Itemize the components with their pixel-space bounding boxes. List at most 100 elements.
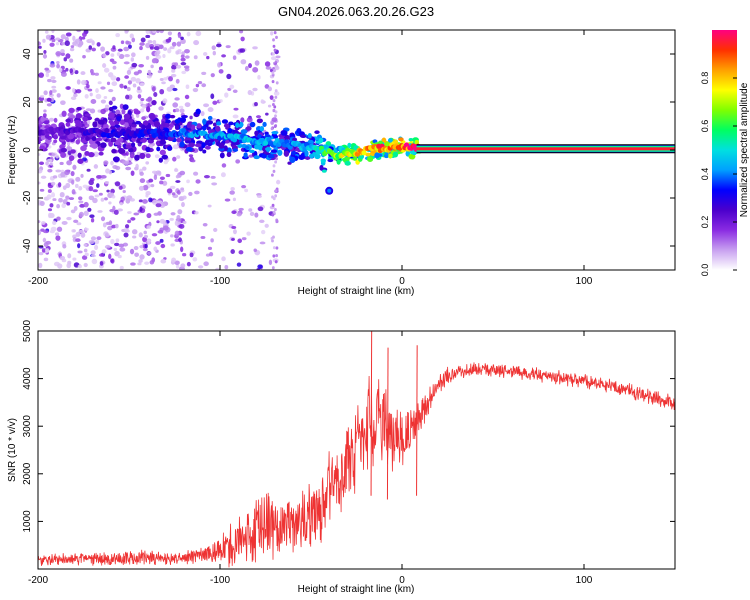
heatmap-noise-cell [89, 68, 94, 74]
heatmap-noise-cell [200, 110, 205, 117]
heatmap-cell [289, 156, 296, 163]
heatmap-noise-cell [114, 250, 120, 257]
heatmap-noise-cell [86, 84, 90, 89]
heatmap-noise-cell [181, 70, 187, 75]
heatmap-cell [76, 106, 82, 111]
heatmap-noise-cell [49, 42, 55, 47]
heatmap-noise-cell [104, 197, 108, 201]
colorbar: 0.0 0.2 0.4 0.6 0.8 Normalized spectral ampl… [700, 30, 750, 276]
heatmap-cell [114, 124, 121, 128]
heatmap-cell [262, 121, 267, 127]
heatmap-noise-cell [74, 70, 79, 75]
heatmap-noise-cell [45, 72, 50, 78]
heatmap-cell [223, 123, 230, 128]
heatmap-noise-cell [272, 99, 276, 103]
heatmap-noise-cell [123, 85, 128, 89]
y-tick-label: 40 [22, 48, 33, 60]
heatmap-noise-cell [83, 201, 89, 208]
heatmap-noise-cell [229, 84, 235, 90]
heatmap-cell [225, 139, 230, 144]
heatmap-cell [134, 154, 140, 161]
heatmap-noise-cell [239, 48, 246, 53]
heatmap-cell [201, 125, 207, 131]
heatmap-cell [304, 156, 311, 160]
heatmap-noise-cell [257, 264, 263, 269]
heatmap-noise-cell [114, 181, 121, 187]
heatmap-noise-cell [83, 210, 89, 217]
heatmap-cell [308, 153, 314, 159]
heatmap-noise-cell [140, 37, 146, 43]
heatmap-noise-cell [139, 171, 144, 176]
heatmap-noise-cell [159, 202, 166, 208]
heatmap-noise-cell [38, 252, 44, 256]
heatmap-noise-cell [184, 94, 190, 100]
heatmap-noise-cell [60, 171, 66, 178]
heatmap-cell [201, 142, 206, 149]
heatmap-noise-cell [270, 56, 277, 61]
heatmap-noise-cell [155, 203, 162, 208]
heatmap-noise-cell [181, 202, 185, 208]
heatmap-band-core [416, 147, 675, 151]
heatmap-noise-cell [126, 41, 132, 45]
heatmap-noise-cell [254, 101, 258, 107]
heatmap-noise-cell [175, 50, 180, 55]
x-tick-label: -100 [210, 575, 230, 586]
snr-x-ticks: -200 -100 0 100 [28, 331, 593, 586]
heatmap-cell [227, 128, 233, 134]
heatmap-noise-cell [259, 241, 266, 245]
heatmap-noise-cell [272, 52, 275, 56]
heatmap-noise-cell [201, 83, 207, 88]
heatmap-noise-cell [272, 254, 276, 258]
heatmap-noise-cell [66, 262, 72, 269]
heatmap-cell [388, 153, 393, 159]
heatmap-noise-cell [56, 93, 61, 98]
heatmap-noise-cell [211, 45, 216, 51]
heatmap-noise-cell [153, 212, 159, 216]
heatmap-ridge-cell [361, 150, 367, 156]
heatmap-noise-cell [160, 259, 167, 264]
heatmap-noise-cell [272, 210, 276, 214]
heatmap-cell [240, 129, 248, 135]
heatmap-noise-cell [118, 53, 125, 60]
heatmap-cell [122, 104, 129, 110]
heatmap-cell [116, 115, 122, 122]
x-tick-label: 0 [399, 276, 405, 287]
heatmap-noise-cell [155, 241, 161, 245]
heatmap-noise-cell [274, 189, 278, 193]
heatmap-cell [146, 106, 151, 113]
heatmap-noise-cell [94, 194, 100, 198]
heatmap-noise-cell [192, 257, 198, 262]
heatmap-noise-cell [48, 117, 55, 122]
heatmap-cell [218, 142, 225, 149]
heatmap-cell [95, 137, 103, 142]
heatmap-noise-cell [142, 166, 147, 171]
heatmap-noise-cell [172, 87, 178, 92]
heatmap-noise-cell [108, 100, 113, 106]
heatmap-noise-cell [132, 83, 137, 88]
heatmap-noise-cell [91, 258, 98, 265]
heatmap-noise-cell [97, 210, 103, 213]
heatmap-noise-cell [273, 91, 280, 96]
heatmap-cell [228, 121, 234, 126]
heatmap-cell [245, 126, 252, 131]
heatmap-noise-cell [175, 108, 180, 113]
heatmap-noise-cell [59, 255, 66, 261]
heatmap-cell [202, 149, 207, 154]
heatmap-noise-cell [180, 263, 186, 268]
heatmap-cell [384, 141, 391, 147]
heatmap-noise-cell [115, 238, 120, 243]
heatmap-noise-cell [130, 262, 136, 266]
heatmap-cell [140, 124, 146, 130]
heatmap-cell [210, 129, 216, 134]
heatmap-ridge-cell [104, 127, 110, 134]
heatmap-cell [100, 142, 107, 149]
heatmap-noise-cell [252, 67, 259, 73]
heatmap-noise-cell [174, 168, 179, 172]
x-tick-label: 0 [399, 575, 405, 586]
colorbar-tick-label: 0.0 [700, 264, 710, 277]
heatmap-noise-cell [109, 192, 115, 197]
x-tick-label: 100 [576, 276, 593, 287]
heatmap-noise-cell [38, 181, 41, 185]
heatmap-noise-cell [124, 54, 130, 58]
y-tick-label: 4000 [22, 367, 33, 390]
